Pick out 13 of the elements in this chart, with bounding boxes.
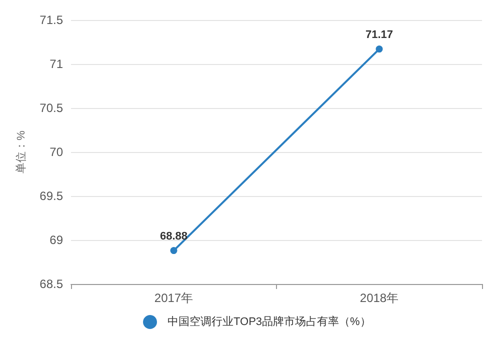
y-tick-label: 69 <box>50 233 64 247</box>
y-tick-label: 71 <box>50 57 64 71</box>
legend-label: 中国空调行业TOP3品牌市场占有率（%） <box>168 315 371 328</box>
y-tick-label: 71.5 <box>40 13 64 27</box>
x-tick-label: 2018年 <box>360 291 399 305</box>
y-axis-title: 单位：% <box>14 130 28 174</box>
data-label: 71.17 <box>365 29 394 42</box>
data-label: 68.88 <box>160 230 188 243</box>
y-tick-label: 69.5 <box>40 189 64 203</box>
y-tick-label: 70.5 <box>40 101 64 115</box>
y-tick-label: 68.5 <box>40 277 64 291</box>
x-tick-label: 2017年 <box>154 291 194 305</box>
y-tick-label: 70 <box>50 145 64 159</box>
